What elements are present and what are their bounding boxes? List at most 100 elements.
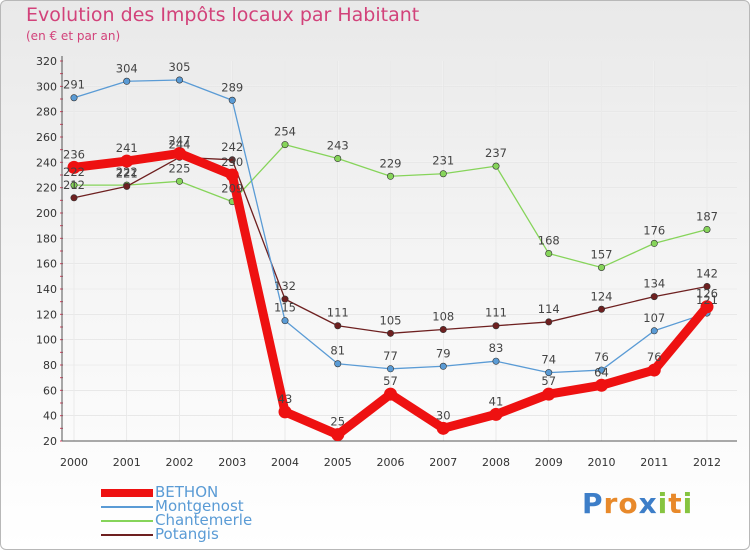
data-label-potangis: 111 xyxy=(327,306,349,320)
x-tick-label: 2009 xyxy=(535,456,563,469)
data-label-montgenost: 77 xyxy=(383,349,398,363)
legend-item-potangis[interactable]: Potangis xyxy=(101,525,321,543)
data-point-bethon xyxy=(489,407,503,421)
plot-area xyxy=(62,61,737,441)
data-point-bethon xyxy=(384,387,397,401)
data-label-montgenost: 81 xyxy=(330,344,345,358)
y-tick-label: 40 xyxy=(43,410,57,423)
x-tick-label: 2000 xyxy=(60,456,88,469)
data-label-montgenost: 304 xyxy=(116,61,138,75)
proxiti-logo[interactable]: Proxiti xyxy=(582,487,693,520)
data-point-chantemerle xyxy=(70,181,78,189)
data-point-chantemerle xyxy=(386,172,394,180)
x-tick-label: 2010 xyxy=(588,456,616,469)
y-tick-label: 300 xyxy=(36,80,57,93)
data-label-chantemerle: 229 xyxy=(380,156,402,170)
data-point-montgenost xyxy=(650,327,658,335)
data-label-montgenost: 121 xyxy=(696,293,718,307)
data-label-bethon: 76 xyxy=(647,350,662,364)
data-label-bethon: 41 xyxy=(489,394,504,408)
data-point-montgenost xyxy=(545,369,553,377)
legend-item-montgenost[interactable]: Montgenost xyxy=(101,497,321,515)
data-label-montgenost: 83 xyxy=(489,341,504,355)
data-label-chantemerle: 225 xyxy=(169,161,191,175)
data-point-montgenost xyxy=(334,360,342,368)
data-point-chantemerle xyxy=(334,155,342,163)
data-point-bethon xyxy=(647,363,661,377)
data-label-montgenost: 289 xyxy=(221,80,243,94)
data-label-potangis: 242 xyxy=(221,140,243,154)
legend-swatch-montgenost xyxy=(101,506,153,508)
data-point-bethon xyxy=(542,387,556,401)
chart-subtitle: (en € et par an) xyxy=(26,29,121,43)
data-label-bethon: 236 xyxy=(63,147,85,161)
data-label-chantemerle: 222 xyxy=(63,165,85,179)
chart-title: Evolution des Impôts locaux par Habitant xyxy=(26,4,420,26)
legend-item-bethon[interactable]: BETHON xyxy=(101,483,321,501)
data-label-bethon: 43 xyxy=(278,392,293,406)
data-point-bethon xyxy=(225,168,239,182)
data-label-potangis: 105 xyxy=(380,313,402,327)
x-tick-label: 2003 xyxy=(218,456,246,469)
data-label-chantemerle: 168 xyxy=(538,234,560,248)
data-label-chantemerle: 243 xyxy=(327,139,349,153)
data-label-bethon: 126 xyxy=(696,287,718,301)
legend-label-potangis: Potangis xyxy=(155,525,219,543)
data-point-montgenost xyxy=(228,96,236,104)
data-label-chantemerle: 237 xyxy=(485,146,507,160)
y-tick-label: 200 xyxy=(36,207,57,220)
data-label-chantemerle: 209 xyxy=(221,182,243,196)
data-point-montgenost xyxy=(439,362,447,370)
logo-letter: i xyxy=(682,487,694,520)
data-point-montgenost xyxy=(70,94,78,102)
data-label-chantemerle: 187 xyxy=(696,209,718,223)
x-tick-label: 2006 xyxy=(377,456,405,469)
legend-item-chantemerle[interactable]: Chantemerle xyxy=(101,511,321,529)
data-point-bethon xyxy=(436,421,450,435)
data-label-chantemerle: 176 xyxy=(643,223,665,237)
data-point-potangis xyxy=(228,156,236,164)
x-tick-label: 2005 xyxy=(324,456,352,469)
logo-letter: o xyxy=(618,487,639,520)
y-tick-label: 280 xyxy=(36,106,57,119)
data-point-chantemerle xyxy=(176,177,184,185)
data-point-potangis xyxy=(545,318,553,326)
data-point-chantemerle xyxy=(439,170,447,178)
data-label-chantemerle: 231 xyxy=(432,154,454,168)
y-tick-label: 260 xyxy=(36,131,57,144)
data-label-chantemerle: 222 xyxy=(116,165,138,179)
data-point-potangis xyxy=(123,182,131,190)
data-point-potangis xyxy=(650,293,658,301)
data-label-potangis: 114 xyxy=(538,302,560,316)
data-label-potangis: 124 xyxy=(591,289,613,303)
data-point-potangis xyxy=(439,326,447,334)
logo-letter: x xyxy=(638,487,658,520)
x-tick-label: 2004 xyxy=(271,456,299,469)
data-label-montgenost: 79 xyxy=(436,346,451,360)
y-tick-label: 140 xyxy=(36,283,57,296)
data-point-chantemerle xyxy=(492,162,500,170)
data-point-bethon xyxy=(173,146,186,160)
data-point-bethon xyxy=(67,160,81,174)
data-label-potangis: 111 xyxy=(485,306,507,320)
legend-label-montgenost: Montgenost xyxy=(155,497,244,515)
data-point-bethon xyxy=(278,405,292,419)
data-point-potangis xyxy=(386,329,394,337)
data-label-montgenost: 305 xyxy=(169,60,191,74)
data-point-montgenost xyxy=(123,77,131,85)
y-tick-label: 240 xyxy=(36,156,57,169)
data-label-chantemerle: 254 xyxy=(274,125,296,139)
data-label-potangis: 212 xyxy=(63,178,85,192)
data-label-potangis: 142 xyxy=(696,266,718,280)
data-point-bethon xyxy=(331,428,345,442)
data-point-chantemerle xyxy=(597,263,605,271)
y-tick-label: 120 xyxy=(36,308,57,321)
logo-letter: t xyxy=(668,487,683,520)
data-label-potangis: 132 xyxy=(274,279,296,293)
y-tick-label: 60 xyxy=(43,384,57,397)
data-point-potangis xyxy=(597,305,605,313)
data-label-potangis: 244 xyxy=(169,137,191,151)
x-tick-label: 2007 xyxy=(429,456,457,469)
data-point-potangis xyxy=(281,295,289,303)
